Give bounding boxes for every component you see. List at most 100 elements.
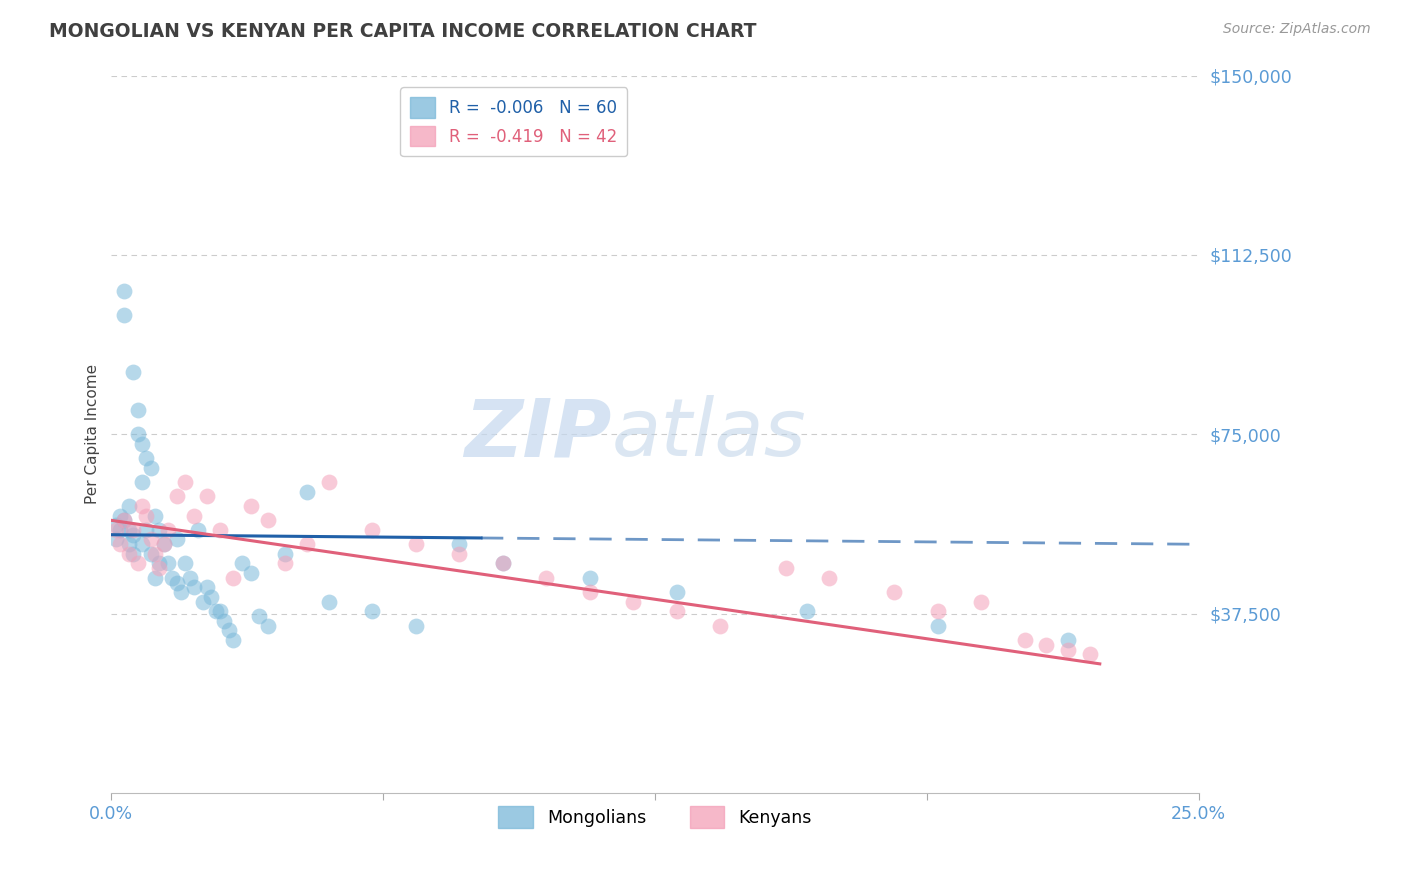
Point	[122, 523, 145, 537]
Point	[114, 308, 136, 322]
Point	[621, 595, 644, 609]
Point	[970, 595, 993, 609]
Point	[818, 571, 841, 585]
Point	[492, 557, 515, 571]
Point	[183, 508, 205, 523]
Point	[131, 499, 153, 513]
Point	[108, 523, 131, 537]
Point	[174, 475, 197, 489]
Point	[143, 547, 166, 561]
Point	[104, 533, 127, 547]
Point	[274, 547, 297, 561]
Point	[174, 557, 197, 571]
Point	[127, 427, 149, 442]
Point	[927, 618, 949, 632]
Point	[152, 537, 174, 551]
Point	[118, 547, 141, 561]
Point	[775, 561, 797, 575]
Point	[122, 547, 145, 561]
Point	[108, 508, 131, 523]
Point	[183, 580, 205, 594]
Point	[152, 537, 174, 551]
Point	[257, 513, 280, 527]
Point	[135, 523, 157, 537]
Point	[318, 475, 340, 489]
Point	[218, 624, 240, 638]
Point	[118, 537, 141, 551]
Text: atlas: atlas	[612, 395, 806, 474]
Point	[214, 614, 236, 628]
Point	[222, 632, 245, 647]
Point	[156, 523, 179, 537]
Point	[148, 523, 170, 537]
Point	[796, 604, 818, 618]
Point	[449, 547, 471, 561]
Point	[166, 533, 188, 547]
Point	[1014, 632, 1036, 647]
Y-axis label: Per Capita Income: Per Capita Income	[86, 364, 100, 504]
Point	[162, 571, 184, 585]
Point	[166, 575, 188, 590]
Point	[108, 537, 131, 551]
Point	[104, 523, 127, 537]
Point	[139, 547, 162, 561]
Point	[156, 557, 179, 571]
Point	[127, 557, 149, 571]
Point	[204, 604, 226, 618]
Point	[114, 513, 136, 527]
Text: MONGOLIAN VS KENYAN PER CAPITA INCOME CORRELATION CHART: MONGOLIAN VS KENYAN PER CAPITA INCOME CO…	[49, 22, 756, 41]
Point	[191, 595, 214, 609]
Point	[449, 537, 471, 551]
Point	[135, 451, 157, 466]
Point	[1057, 642, 1080, 657]
Point	[209, 523, 232, 537]
Point	[1078, 648, 1101, 662]
Point	[295, 537, 318, 551]
Point	[492, 557, 515, 571]
Point	[139, 460, 162, 475]
Point	[222, 571, 245, 585]
Point	[195, 580, 218, 594]
Point	[135, 508, 157, 523]
Legend: Mongolians, Kenyans: Mongolians, Kenyans	[492, 799, 818, 835]
Point	[170, 585, 193, 599]
Point	[927, 604, 949, 618]
Point	[131, 475, 153, 489]
Point	[118, 499, 141, 513]
Point	[1057, 632, 1080, 647]
Point	[122, 365, 145, 379]
Point	[361, 604, 384, 618]
Point	[122, 527, 145, 541]
Point	[139, 533, 162, 547]
Point	[295, 484, 318, 499]
Point	[318, 595, 340, 609]
Point	[239, 499, 262, 513]
Point	[579, 571, 602, 585]
Point	[405, 537, 427, 551]
Point	[143, 571, 166, 585]
Point	[104, 518, 127, 533]
Point	[209, 604, 232, 618]
Point	[127, 403, 149, 417]
Point	[195, 490, 218, 504]
Point	[665, 585, 688, 599]
Point	[883, 585, 905, 599]
Point	[239, 566, 262, 580]
Point	[709, 618, 731, 632]
Point	[187, 523, 209, 537]
Point	[118, 523, 141, 537]
Point	[114, 513, 136, 527]
Point	[665, 604, 688, 618]
Point	[143, 508, 166, 523]
Point	[405, 618, 427, 632]
Point	[579, 585, 602, 599]
Point	[131, 537, 153, 551]
Point	[114, 284, 136, 298]
Text: Source: ZipAtlas.com: Source: ZipAtlas.com	[1223, 22, 1371, 37]
Point	[231, 557, 253, 571]
Text: ZIP: ZIP	[464, 395, 612, 474]
Point	[131, 437, 153, 451]
Point	[361, 523, 384, 537]
Point	[148, 557, 170, 571]
Point	[179, 571, 201, 585]
